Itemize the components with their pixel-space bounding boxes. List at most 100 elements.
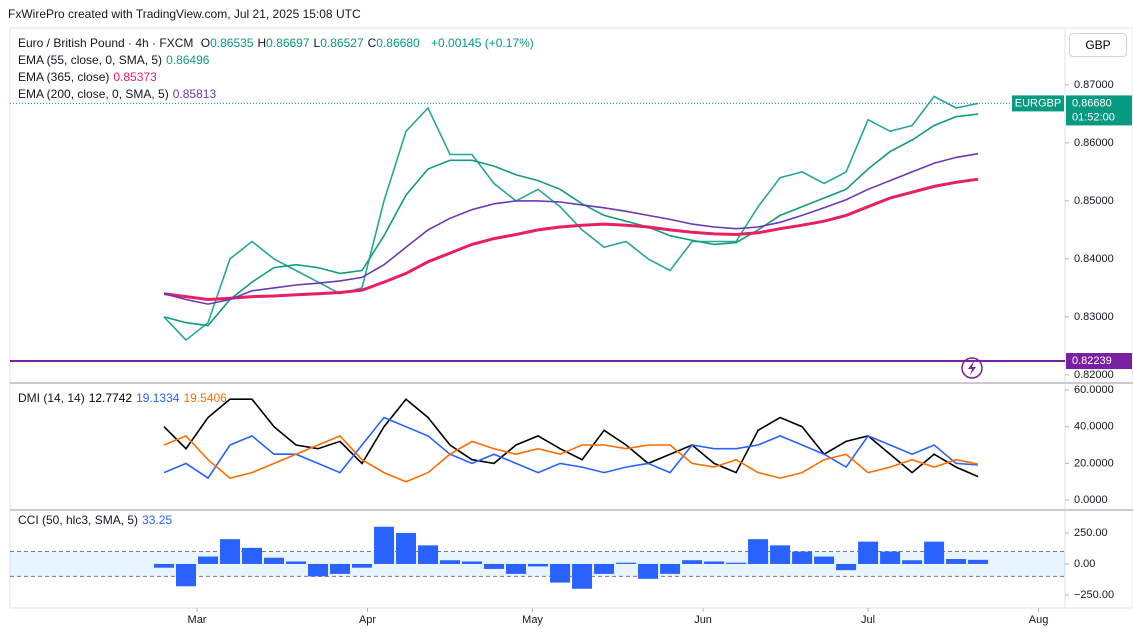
histogram-bar — [176, 563, 197, 587]
currency-button[interactable]: GBP — [1069, 33, 1127, 57]
histogram-bar — [440, 560, 461, 564]
y-tick-label: 0.83000 — [1074, 311, 1114, 323]
x-tick-label: Jul — [861, 614, 875, 626]
histogram-bar — [198, 556, 219, 564]
histogram-bar — [242, 547, 263, 564]
histogram-bar — [418, 545, 439, 564]
ohlc-key: C — [367, 36, 377, 50]
ohlc-value: 0.86527 — [320, 36, 364, 50]
histogram-bar — [814, 556, 835, 564]
histogram-bar — [770, 545, 791, 564]
x-tick-label: Apr — [359, 614, 376, 626]
series-line — [163, 177, 979, 302]
indicator-name: EMA (365, close) — [18, 70, 110, 84]
alert-tag — [1066, 353, 1132, 370]
series-line — [163, 416, 979, 480]
y-tick-label: 60.0000 — [1074, 384, 1114, 396]
ohlc: O0.86535 H0.86697 L0.86527 C0.86680 — [201, 36, 424, 50]
y-tick-label: 0.00 — [1074, 558, 1095, 570]
legend-row: DMI (14, 14) 12.7742 19.1334 19.5406 — [18, 390, 231, 407]
legend-row: EMA (200, close, 0, SMA, 5) 0.85813 — [18, 86, 538, 103]
histogram-bar — [880, 551, 901, 564]
histogram-bar — [572, 563, 593, 589]
histogram-bar — [616, 562, 637, 564]
histogram-bar — [374, 526, 395, 564]
indicator-name: EMA (55, close, 0, SMA, 5) — [18, 53, 163, 67]
legend: DMI (14, 14) 12.7742 19.1334 19.5406 — [18, 390, 231, 407]
histogram-bar — [528, 563, 549, 567]
histogram-bar — [506, 563, 527, 574]
histogram-bar — [682, 560, 703, 564]
y-tick-label: 0.87000 — [1074, 79, 1114, 91]
series-line — [163, 113, 979, 327]
symbol-tag — [1012, 95, 1064, 112]
y-tick-label: 0.0000 — [1074, 494, 1108, 506]
indicator-value: 19.5406 — [183, 391, 227, 405]
histogram-bar — [924, 541, 945, 564]
y-tick-label: 0.85000 — [1074, 195, 1114, 207]
series-line — [163, 434, 979, 483]
indicator-value: 33.25 — [142, 513, 173, 527]
histogram-bar — [946, 559, 967, 564]
legend-row: EMA (55, close, 0, SMA, 5) 0.86496 — [18, 52, 538, 69]
ohlc-value: 0.86697 — [266, 36, 310, 50]
histogram-bar — [968, 559, 989, 564]
histogram-bar — [550, 563, 571, 583]
ohlc-value: 0.86680 — [376, 36, 420, 50]
histogram-bar — [726, 562, 747, 564]
ohlc-value: 0.86535 — [210, 36, 254, 50]
x-tick-label: Aug — [1029, 614, 1049, 626]
price-tag — [1066, 95, 1132, 126]
countdown-label: 01:52:00 — [1072, 111, 1115, 123]
y-tick-label: 250.00 — [1074, 527, 1108, 539]
histogram-bar — [902, 560, 923, 564]
indicator-title: CCI (50, hlc3, SMA, 5) — [18, 513, 139, 527]
indicator-value: 0.86496 — [166, 53, 210, 67]
legend: CCI (50, hlc3, SMA, 5) 33.25 — [18, 512, 176, 529]
histogram-bar — [154, 563, 175, 568]
legend-row: Euro / British Pound · 4h · FXCM O0.8653… — [18, 35, 538, 52]
histogram-bar — [484, 563, 505, 569]
change: +0.00145 (+0.17%) — [431, 36, 534, 50]
y-tick-label: 0.86000 — [1074, 137, 1114, 149]
histogram-bar — [396, 532, 417, 564]
ohlc-key: H — [257, 36, 267, 50]
indicator-value: 0.85373 — [113, 70, 157, 84]
y-tick-label: 20.0000 — [1074, 457, 1114, 469]
symbol-label: EURGBP — [1015, 97, 1061, 109]
ohlc-key: L — [313, 36, 321, 50]
indicator-title: DMI (14, 14) — [18, 391, 85, 405]
histogram-bar — [638, 563, 659, 579]
alert-label: 0.82239 — [1072, 355, 1112, 367]
series-line — [163, 152, 979, 305]
histogram-bar — [330, 563, 351, 574]
symbol-title: Euro / British Pound · 4h · FXCM — [18, 36, 194, 50]
histogram-bar — [836, 563, 857, 571]
indicator-value: 19.1334 — [136, 391, 180, 405]
x-tick-label: Jun — [694, 614, 712, 626]
histogram-bar — [858, 541, 879, 564]
histogram-bar — [660, 563, 681, 574]
y-tick-label: 0.82000 — [1074, 369, 1114, 381]
x-tick-label: Mar — [188, 614, 207, 626]
y-tick-label: 40.0000 — [1074, 421, 1114, 433]
histogram-bar — [286, 561, 307, 564]
histogram-bar — [594, 563, 615, 574]
legend-row: CCI (50, hlc3, SMA, 5) 33.25 — [18, 512, 176, 529]
legend: Euro / British Pound · 4h · FXCM O0.8653… — [18, 35, 538, 103]
watermark: FxWirePro created with TradingView.com, … — [8, 7, 361, 21]
x-tick-label: May — [522, 614, 543, 626]
indicator-value: 12.7742 — [88, 391, 133, 405]
histogram-bar — [220, 539, 241, 564]
histogram-bar — [792, 551, 813, 564]
series-line — [163, 398, 979, 478]
histogram-bar — [352, 563, 373, 568]
histogram-bar — [704, 561, 725, 564]
histogram-bar — [462, 561, 483, 564]
series-line — [163, 95, 979, 342]
histogram-bar — [748, 539, 769, 564]
y-tick-label: 0.84000 — [1074, 253, 1114, 265]
histogram-bar — [264, 557, 285, 564]
price-label: 0.86680 — [1072, 97, 1112, 109]
